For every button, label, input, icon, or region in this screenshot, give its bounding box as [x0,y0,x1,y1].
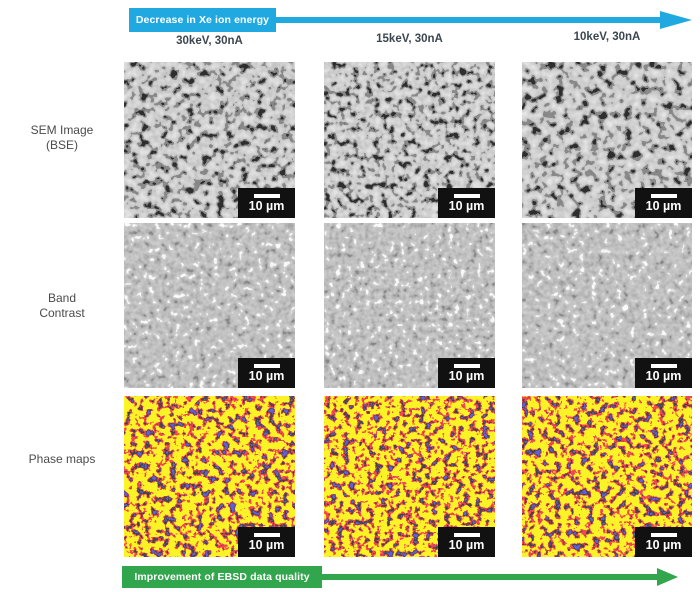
scale-bar-label: 10 µm [645,198,682,213]
scale-bar-line [453,363,480,368]
scale-bar-label: 10 µm [248,198,285,213]
bottom-arrow-shaft [320,574,658,580]
top-arrow-shaft [274,17,662,23]
bottom-arrow-label: Improvement of EBSD data quality [134,571,310,583]
scale-bar: 10 µm [635,527,692,557]
row-label-band-contrast: Band Contrast [0,291,124,321]
scale-bar: 10 µm [635,358,692,388]
scale-bar: 10 µm [238,188,295,218]
scale-bar: 10 µm [438,527,495,557]
top-arrow-right-arrowhead-icon [660,11,692,29]
band-contrast-30kev: 10 µm [124,223,295,388]
row-label-sem-image-bse: SEM Image (BSE) [0,123,124,153]
scale-bar: 10 µm [438,358,495,388]
scale-bar-label: 10 µm [645,537,682,552]
column-header-15kev: 15keV, 30nA [376,33,443,45]
column-header-30kev: 30keV, 30nA [176,35,243,47]
top-arrow-label: Decrease in Xe ion energy [135,14,270,26]
scale-bar-line [253,532,280,537]
sem-image-10kev: 10 µm [522,62,692,218]
scale-bar-label: 10 µm [448,368,485,383]
scale-bar-line [453,532,480,537]
scale-bar-line [650,363,677,368]
row-label-phase-maps: Phase maps [0,452,124,467]
phase-map-15kev: 10 µm [324,396,495,557]
bottom-arrow-label-box: Improvement of EBSD data quality [122,566,322,588]
scale-bar-label: 10 µm [248,537,285,552]
phase-map-10kev: 10 µm [522,396,692,557]
scale-bar: 10 µm [238,527,295,557]
phase-map-30kev: 10 µm [124,396,295,557]
row-label-line: (BSE) [45,138,78,152]
scale-bar: 10 µm [238,358,295,388]
band-contrast-10kev: 10 µm [522,223,692,388]
scale-bar-line [650,193,677,198]
sem-image-30kev: 10 µm [124,62,295,218]
scale-bar-label: 10 µm [448,537,485,552]
scale-bar-line [650,532,677,537]
scale-bar-line [253,363,280,368]
band-contrast-15kev: 10 µm [324,223,495,388]
row-label-line: Phase maps [28,452,96,466]
scale-bar-label: 10 µm [248,368,285,383]
sem-image-15kev: 10 µm [324,62,495,218]
column-header-10kev: 10keV, 30nA [573,31,641,43]
row-label-line: Contrast [39,306,85,320]
scale-bar: 10 µm [438,188,495,218]
top-arrow-label-box: Decrease in Xe ion energy [129,8,276,32]
scale-bar-label: 10 µm [645,368,682,383]
bottom-arrow-right-arrowhead-icon [657,568,678,586]
scale-bar: 10 µm [635,188,692,218]
scale-bar-line [253,193,280,198]
scale-bar-line [453,193,480,198]
scale-bar-label: 10 µm [448,198,485,213]
row-label-line: SEM Image [30,123,94,137]
row-label-line: Band [47,291,77,305]
